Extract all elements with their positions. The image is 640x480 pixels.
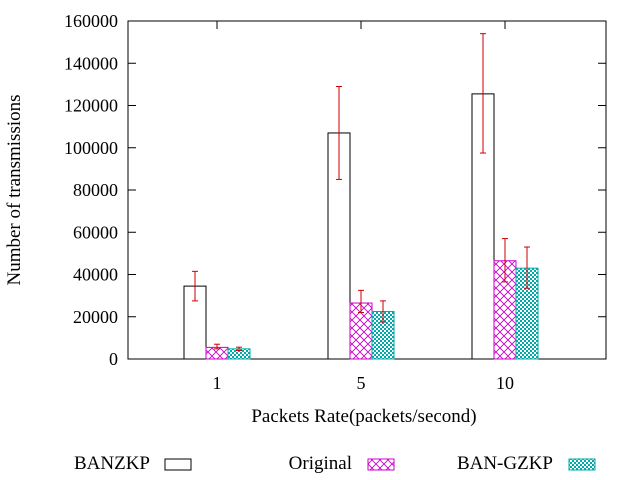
y-tick-label: 160000 (64, 11, 118, 31)
x-tick-label: 1 (213, 373, 222, 393)
legend: BANZKP Original BAN-GZKP (74, 453, 596, 474)
legend-label-original: Original (289, 453, 352, 474)
y-tick-label: 60000 (73, 222, 118, 242)
y-axis: 0 20000 40000 60000 80000 100000 120000 140000 1… (64, 11, 606, 369)
y-axis-label: Number of transmissions (4, 94, 25, 285)
legend-label-banzkp: BANZKP (74, 453, 150, 474)
y-tick-label: 40000 (73, 265, 118, 285)
x-tick-label: 5 (357, 373, 366, 393)
bar-series-group (183, 93, 539, 360)
legend-swatch-original (367, 458, 395, 471)
x-axis-label: Packets Rate(packets/second) (251, 406, 476, 427)
y-tick-label: 0 (109, 349, 118, 369)
legend-swatch-ban-gzkp (568, 458, 596, 471)
y-tick-label: 140000 (64, 53, 118, 73)
x-tick-label: 10 (496, 373, 514, 393)
legend-swatch-banzkp (164, 458, 192, 471)
legend-label-ban-gzkp: BAN-GZKP (457, 453, 553, 474)
y-tick-label: 100000 (64, 138, 118, 158)
y-tick-label: 20000 (73, 307, 118, 327)
y-tick-label: 120000 (64, 96, 118, 116)
error-bars-group (192, 33, 530, 352)
y-tick-label: 80000 (73, 180, 118, 200)
